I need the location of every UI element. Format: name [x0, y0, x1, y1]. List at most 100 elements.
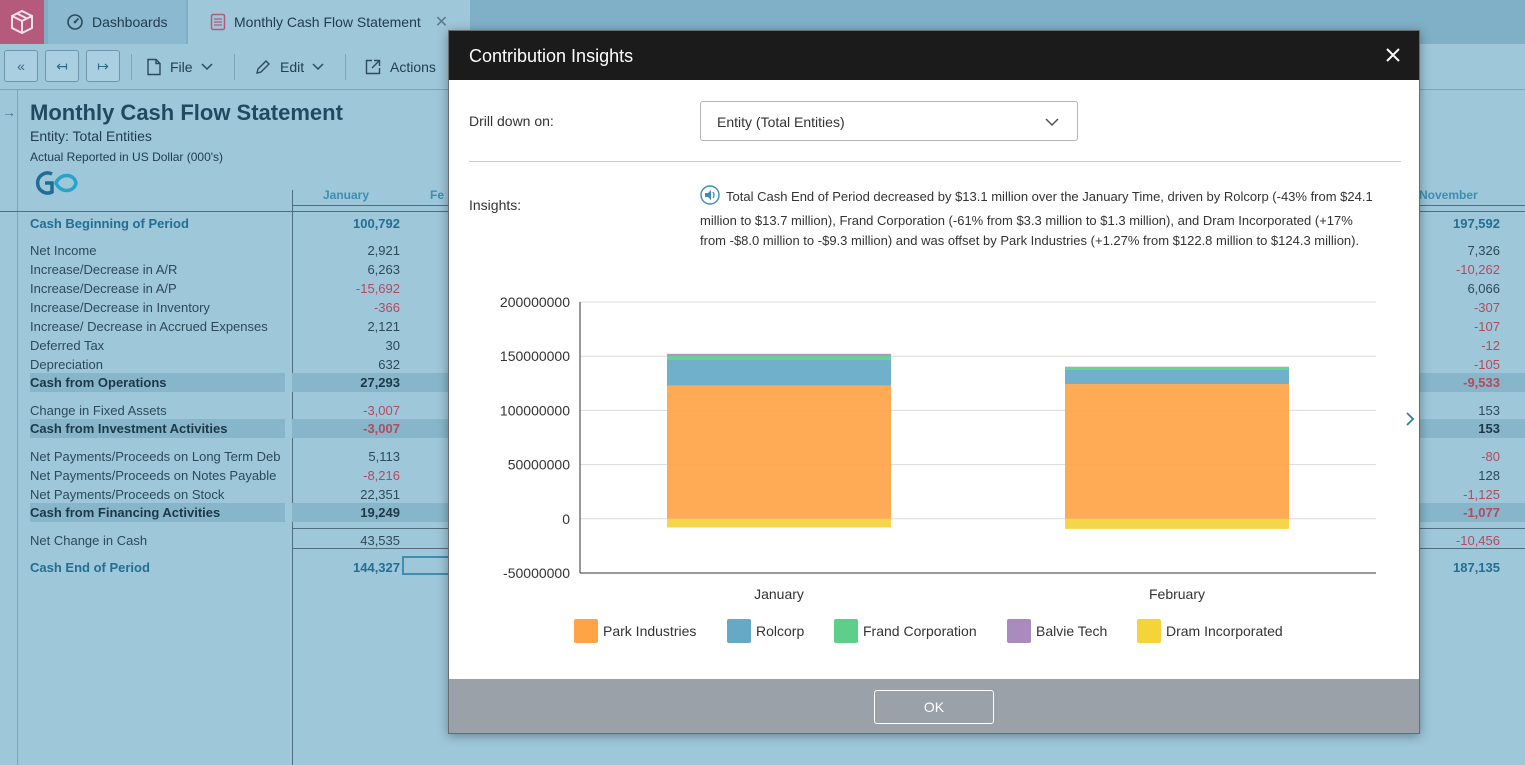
cell-january[interactable]: 2,121: [367, 319, 400, 334]
edit-menu[interactable]: Edit: [254, 44, 332, 90]
row-label: Cash from Investment Activities: [30, 419, 285, 438]
table-row[interactable]: Deferred Tax 30 -12: [0, 336, 1525, 355]
bar-segment-dram-incorporated[interactable]: [667, 518, 891, 528]
cell-november[interactable]: -80: [1481, 449, 1500, 464]
chart-legend: Park Industries Rolcorp Frand Corporation B…: [449, 619, 1419, 645]
cell-november[interactable]: -307: [1473, 300, 1500, 315]
cell-november[interactable]: -10,456: [1455, 533, 1500, 548]
legend-item[interactable]: Park Industries: [574, 619, 696, 643]
table-row[interactable]: Net Change in Cash 43,535 -10,456: [0, 531, 1525, 550]
cell-january[interactable]: -3,007: [363, 403, 400, 418]
back-button[interactable]: ↤: [45, 50, 79, 82]
app-logo-icon[interactable]: [0, 0, 44, 44]
cell-january[interactable]: 6,263: [367, 262, 400, 277]
row-divider: [292, 548, 452, 549]
table-row[interactable]: Depreciation 632 -105: [0, 355, 1525, 374]
legend-item[interactable]: Rolcorp: [727, 619, 804, 643]
column-header-january: January: [323, 188, 370, 202]
cell-november[interactable]: -105: [1473, 357, 1500, 372]
bar-segment-balvie-tech[interactable]: [1065, 366, 1289, 368]
tab-monthly-cash-flow[interactable]: Monthly Cash Flow Statement ✕: [188, 0, 470, 44]
bar-segment-dram-incorporated[interactable]: [1065, 518, 1289, 529]
legend-label: Park Industries: [603, 623, 697, 639]
cell-november[interactable]: 187,135: [1453, 560, 1500, 575]
drill-down-select[interactable]: Entity (Total Entities): [700, 101, 1078, 141]
bar-segment-park-industries[interactable]: [667, 385, 891, 519]
cell-january[interactable]: -366: [373, 300, 400, 315]
cell-november[interactable]: -9,533: [1463, 375, 1500, 390]
cell-january[interactable]: 5,113: [368, 449, 400, 464]
cell-november[interactable]: -1,125: [1463, 487, 1500, 502]
cell-january[interactable]: -8,216: [363, 468, 400, 483]
table-row[interactable]: Cash Beginning of Period 100,792 197,592: [0, 214, 1525, 233]
speaker-icon[interactable]: [700, 185, 720, 211]
cell-january[interactable]: 100,792: [353, 216, 400, 231]
cell-january[interactable]: -3,007: [363, 421, 400, 436]
table-row-subtotal[interactable]: Cash from Operations 27,293 -9,533: [0, 373, 1525, 392]
bar-segment-frand-corporation[interactable]: [1065, 367, 1289, 370]
legend-item[interactable]: Dram Incorporated: [1137, 619, 1283, 643]
x-tick-label: February: [1149, 586, 1205, 602]
cell-november[interactable]: -107: [1473, 319, 1500, 334]
dialog-divider: [469, 161, 1401, 162]
chevron-right-icon[interactable]: [1404, 410, 1416, 433]
row-label: Depreciation: [30, 357, 103, 372]
expand-panel-arrow-icon[interactable]: →: [0, 90, 18, 765]
table-row-subtotal[interactable]: Cash from Financing Activities 19,249 -1…: [0, 503, 1525, 522]
cell-january[interactable]: 30: [385, 338, 400, 353]
cell-january[interactable]: 19,249: [360, 505, 400, 520]
legend-label: Balvie Tech: [1036, 623, 1108, 639]
cell-january[interactable]: -15,692: [355, 281, 400, 296]
bar-segment-rolcorp[interactable]: [1065, 369, 1289, 385]
table-row[interactable]: Increase/Decrease in A/R 6,263 -10,262: [0, 260, 1525, 279]
legend-item[interactable]: Balvie Tech: [1007, 619, 1107, 643]
column-header-february: Fe: [430, 188, 445, 202]
cell-january[interactable]: 22,351: [360, 487, 400, 502]
legend-item[interactable]: Frand Corporation: [834, 619, 977, 643]
tab-dashboards[interactable]: Dashboards: [48, 0, 186, 44]
y-tick-label: -50000000: [503, 565, 570, 581]
bar-segment-park-industries[interactable]: [1065, 384, 1289, 519]
bar-segment-frand-corporation[interactable]: [667, 355, 891, 360]
cell-november[interactable]: -12: [1481, 338, 1500, 353]
bar-segment-rolcorp[interactable]: [667, 359, 891, 386]
table-row-subtotal[interactable]: Cash from Investment Activities -3,007 1…: [0, 419, 1525, 438]
cell-november[interactable]: 197,592: [1453, 216, 1500, 231]
table-row[interactable]: Net Payments/Proceeds on Long Term Deb 5…: [0, 447, 1525, 466]
table-row[interactable]: Change in Fixed Assets -3,007 153: [0, 401, 1525, 420]
cell-november[interactable]: 7,326: [1467, 243, 1500, 258]
table-row[interactable]: Net Payments/Proceeds on Notes Payable -…: [0, 466, 1525, 485]
forward-button[interactable]: ↦: [86, 50, 120, 82]
tab-dashboards-label: Dashboards: [92, 14, 168, 30]
table-row[interactable]: Net Income 2,921 7,326: [0, 241, 1525, 260]
cell-november[interactable]: 128: [1478, 468, 1500, 483]
cell-january[interactable]: 144,327: [353, 560, 400, 575]
cell-january[interactable]: 43,535: [360, 533, 400, 548]
cell-january[interactable]: 27,293: [360, 375, 400, 390]
legend-label: Dram Incorporated: [1166, 623, 1283, 639]
cell-january[interactable]: 632: [378, 357, 400, 372]
table-row[interactable]: Increase/ Decrease in Accrued Expenses 2…: [0, 317, 1525, 336]
cell-november[interactable]: 153: [1478, 403, 1500, 418]
actions-menu[interactable]: Actions: [364, 44, 436, 90]
table-row[interactable]: Increase/Decrease in A/P -15,692 6,066: [0, 279, 1525, 298]
collapse-left-button[interactable]: «: [4, 50, 38, 82]
contribution-insights-dialog: Contribution Insights Drill down on: Ent…: [448, 30, 1420, 734]
ok-button[interactable]: OK: [874, 690, 994, 724]
table-row[interactable]: Increase/Decrease in Inventory -366 -307: [0, 298, 1525, 317]
arrow-left-icon: ↤: [56, 57, 68, 74]
table-row[interactable]: Cash End of Period 144,327 187,135: [0, 558, 1525, 577]
cell-november[interactable]: 153: [1478, 421, 1500, 436]
cell-november[interactable]: -1,077: [1463, 505, 1500, 520]
cell-january[interactable]: 2,921: [367, 243, 400, 258]
file-menu[interactable]: File: [146, 44, 221, 90]
selected-cell-outline[interactable]: [402, 556, 452, 575]
close-icon[interactable]: [1383, 45, 1403, 65]
table-row[interactable]: Net Payments/Proceeds on Stock 22,351 -1…: [0, 485, 1525, 504]
cell-november[interactable]: 6,066: [1467, 281, 1500, 296]
bar-segment-balvie-tech[interactable]: [667, 353, 891, 356]
close-tab-icon[interactable]: ✕: [434, 14, 449, 31]
chevron-down-icon: [201, 63, 213, 71]
column-header-november: November: [1419, 188, 1478, 202]
cell-november[interactable]: -10,262: [1455, 262, 1500, 277]
